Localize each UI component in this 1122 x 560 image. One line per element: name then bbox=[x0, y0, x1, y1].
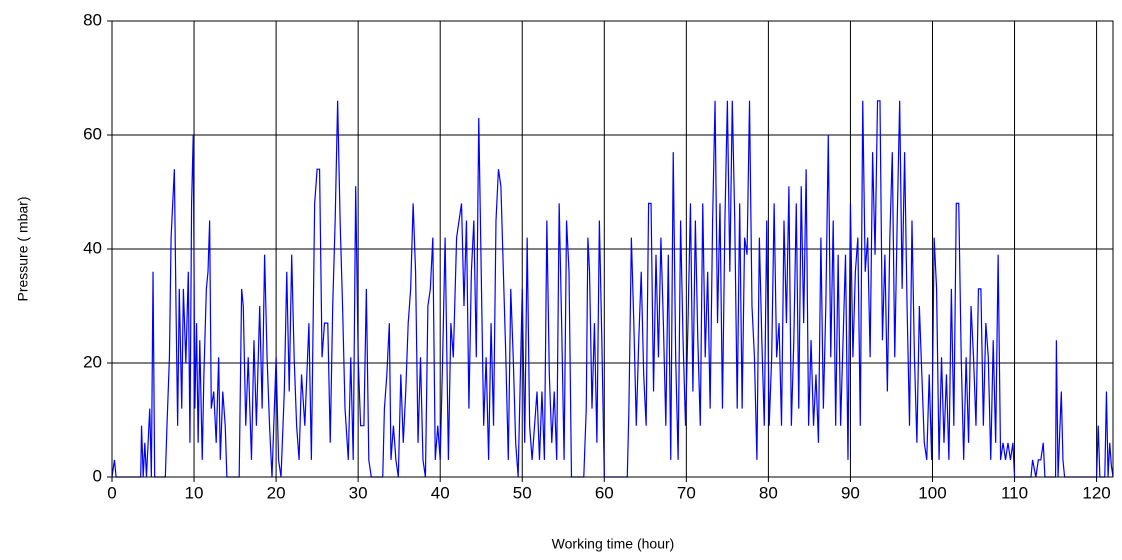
x-tick-label: 20 bbox=[267, 483, 286, 502]
x-tick-label: 110 bbox=[1001, 483, 1028, 502]
x-tick-label: 120 bbox=[1082, 483, 1110, 502]
x-tick-label: 90 bbox=[841, 483, 860, 502]
x-tick-label: 30 bbox=[349, 483, 368, 502]
y-tick-label: 20 bbox=[83, 352, 102, 371]
y-tick-label: 80 bbox=[83, 10, 102, 29]
x-tick-label: 60 bbox=[595, 483, 614, 502]
y-tick-label: 60 bbox=[83, 124, 102, 143]
plot-border bbox=[111, 20, 1114, 478]
x-tick-label: 40 bbox=[431, 483, 450, 502]
y-axis-label: Pressure ( mbar) bbox=[15, 196, 31, 301]
x-tick-label: 80 bbox=[759, 483, 778, 502]
x-axis-label: Working time (hour) bbox=[552, 536, 675, 552]
x-tick-label: 50 bbox=[513, 483, 532, 502]
x-tick-label: 10 bbox=[185, 483, 204, 502]
x-tick-label: 70 bbox=[677, 483, 696, 502]
y-tick-label: 0 bbox=[93, 466, 102, 485]
x-tick-label: 0 bbox=[107, 483, 116, 502]
x-tick-label: 100 bbox=[918, 483, 946, 502]
y-tick-label: 40 bbox=[83, 238, 102, 257]
data-line bbox=[111, 100, 1114, 478]
